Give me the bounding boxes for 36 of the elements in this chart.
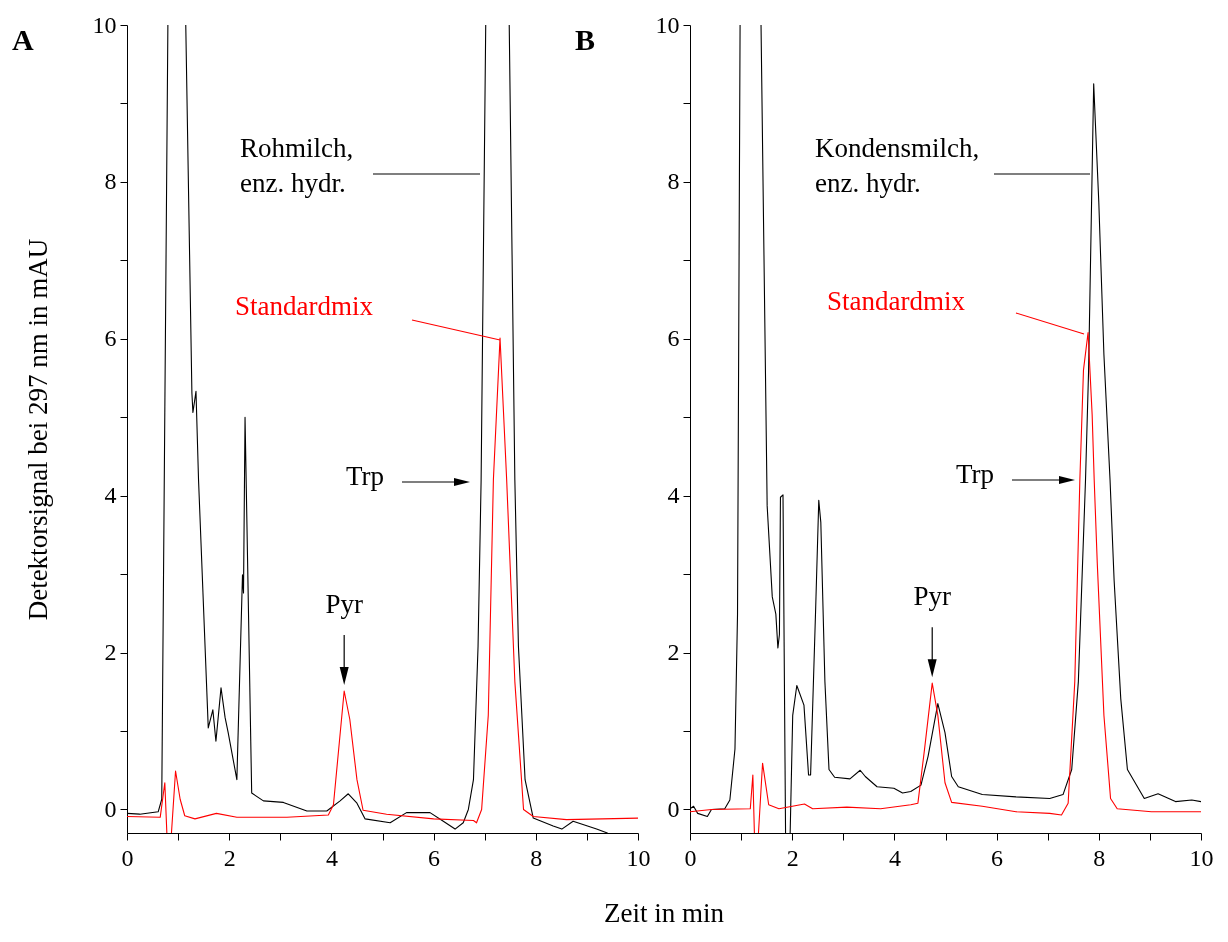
x-tick-label: 2	[786, 844, 799, 871]
x-tick-label: 0	[684, 844, 697, 871]
y-tick-label: 0	[667, 795, 680, 822]
x-tick-label: 0	[121, 844, 134, 871]
x-tick-label: 2	[223, 844, 236, 871]
text: Standardmix	[827, 286, 966, 316]
annotation: B	[575, 23, 596, 56]
y-tick-label: 6	[667, 325, 680, 352]
x-tick-label: 6	[428, 844, 441, 871]
annotation: Trp	[345, 461, 384, 491]
x-tick-label: 4	[888, 844, 901, 871]
x-axis-title: Zeit in min	[603, 898, 725, 929]
y-tick-label: 4	[104, 482, 117, 509]
y-tick-label: 8	[104, 168, 117, 195]
y-tick-label: 2	[667, 639, 680, 666]
x-tick-label: 6	[991, 844, 1004, 871]
x-tick-label: 10	[626, 844, 651, 871]
y-tick-label: 4	[667, 482, 680, 509]
y-tick-label: 0	[104, 795, 117, 822]
text: A	[12, 23, 34, 56]
annotation: Pyr	[913, 581, 951, 612]
y-tick-label: 10	[92, 11, 117, 38]
legend-label: Rohmilch, enz. hydr.	[240, 133, 354, 198]
x-tick-label: 10	[1189, 844, 1214, 871]
text: Standardmix	[235, 291, 374, 321]
x-tick-label: 4	[325, 844, 338, 871]
y-tick-label: 6	[104, 325, 117, 352]
annotation: Pyr	[325, 589, 363, 620]
y-tick-label: 10	[655, 11, 680, 38]
annotation: Trp	[955, 459, 994, 489]
y-tick-label: 2	[104, 639, 117, 666]
y-tick-label: 8	[667, 168, 680, 195]
x-tick-label: 8	[530, 844, 543, 871]
legend-label: Kondensmilch, enz. hydr.	[815, 133, 980, 198]
y-axis-title: Detektorsignal bei 297 nm in mAU	[22, 238, 53, 621]
x-tick-label: 8	[1093, 844, 1106, 871]
